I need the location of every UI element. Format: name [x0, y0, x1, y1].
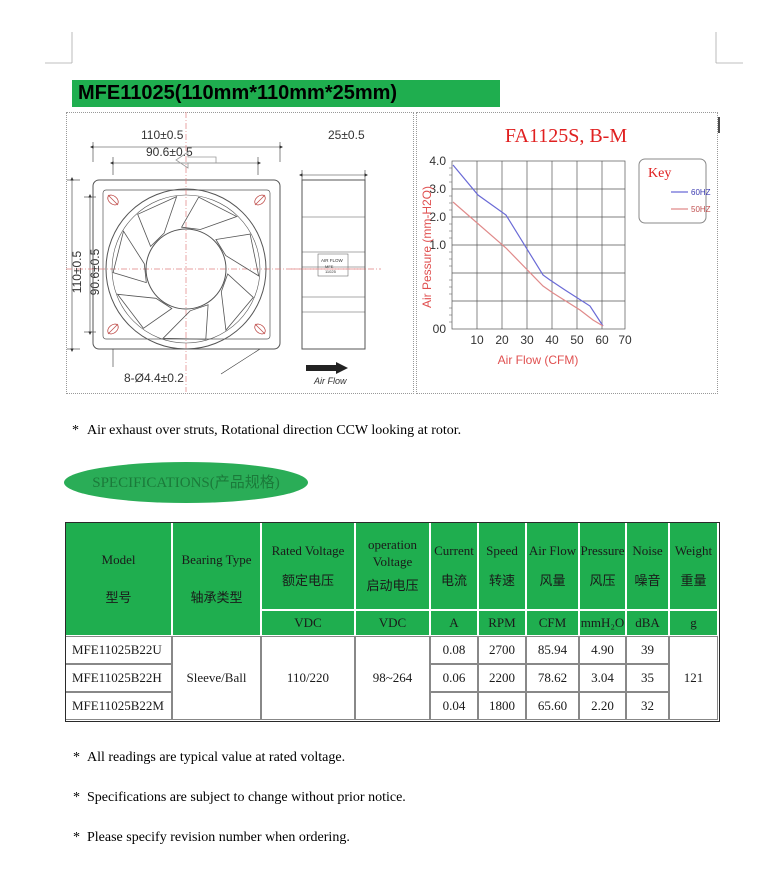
- svg-text:4.0: 4.0: [429, 154, 446, 168]
- svg-text:70: 70: [618, 333, 632, 347]
- svg-text:Air Flow (CFM): Air Flow (CFM): [498, 353, 579, 367]
- svg-text:50HZ: 50HZ: [691, 205, 711, 214]
- svg-text:25±0.5: 25±0.5: [328, 128, 365, 142]
- svg-text:110±0.5: 110±0.5: [70, 250, 84, 293]
- svg-text:AIR FLOW: AIR FLOW: [321, 258, 344, 263]
- svg-text:00: 00: [433, 322, 447, 336]
- svg-text:10: 10: [470, 333, 484, 347]
- svg-text:50: 50: [570, 333, 584, 347]
- svg-text:30: 30: [520, 333, 534, 347]
- svg-text:110±0.5: 110±0.5: [141, 128, 184, 142]
- svg-text:40: 40: [545, 333, 559, 347]
- svg-text:60HZ: 60HZ: [691, 188, 711, 197]
- svg-text:90.6±0.5: 90.6±0.5: [88, 248, 102, 295]
- svg-text:20: 20: [495, 333, 509, 347]
- svg-text:Air Flow: Air Flow: [313, 376, 347, 386]
- svg-text:8-Ø4.4±0.2: 8-Ø4.4±0.2: [124, 371, 184, 385]
- svg-text:Air Pessure (mm-H2O): Air Pessure (mm-H2O): [420, 186, 434, 308]
- svg-text:Key: Key: [648, 166, 671, 181]
- svg-text:11025: 11025: [325, 269, 337, 274]
- svg-text:SPECIFICATIONS(产品规格): SPECIFICATIONS(产品规格): [92, 474, 280, 491]
- svg-text:60: 60: [595, 333, 609, 347]
- svg-text:FA1125S, B-M: FA1125S, B-M: [505, 125, 627, 147]
